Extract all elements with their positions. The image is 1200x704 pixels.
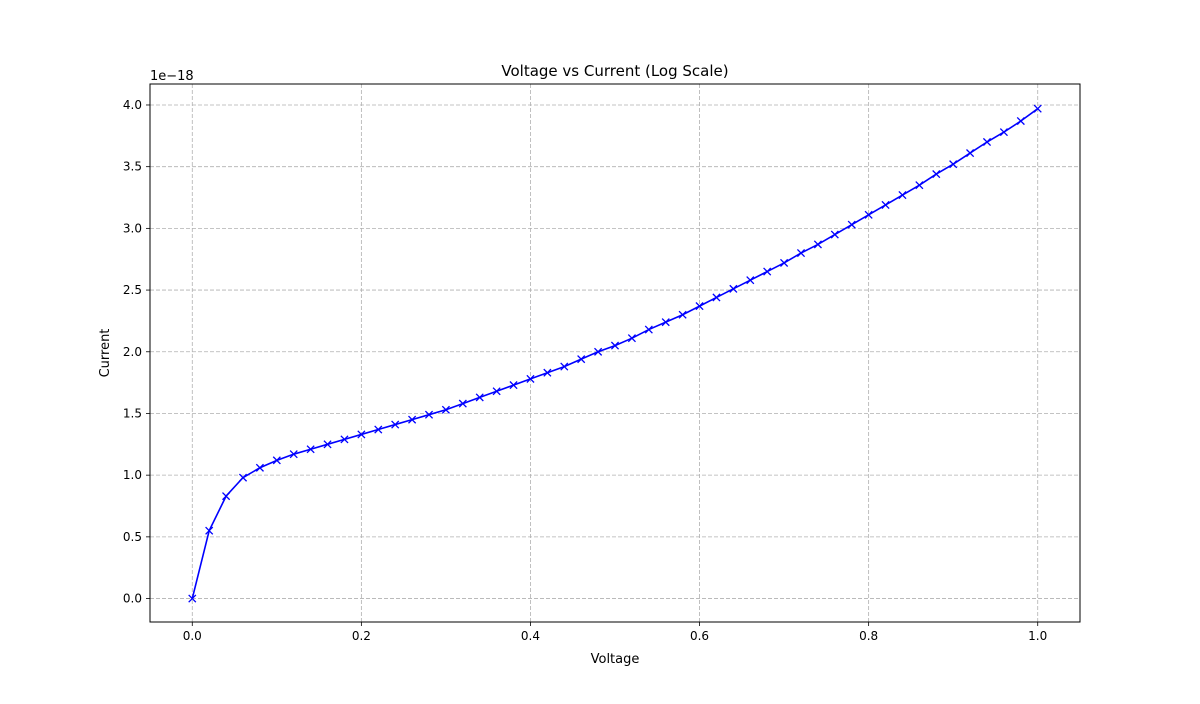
- data-point-marker: [915, 181, 924, 190]
- data-point-marker: [999, 128, 1008, 137]
- data-point-marker: [695, 302, 704, 311]
- data-point-marker: [780, 258, 789, 267]
- chart-title: Voltage vs Current (Log Scale): [501, 62, 728, 80]
- data-point-marker: [610, 341, 620, 350]
- y-tick-label: 0.0: [123, 592, 142, 606]
- y-axis: 0.0 0.5 1.0 1.5 2.0 2.5 3.0 3.5 4.0: [123, 98, 150, 606]
- data-point-marker: [526, 374, 535, 383]
- data-point-marker: [949, 160, 958, 169]
- data-point-marker: [323, 440, 332, 449]
- data-point-marker: [864, 210, 873, 219]
- y-offset-label: 1e−18: [150, 69, 194, 84]
- y-tick-label: 1.0: [123, 468, 142, 482]
- data-point-marker: [272, 456, 281, 465]
- data-point-marker: [441, 405, 450, 414]
- x-tick-label: 0.0: [183, 629, 202, 643]
- data-point-marker: [678, 310, 687, 319]
- data-point-marker: [560, 362, 569, 371]
- data-point-marker: [205, 526, 214, 535]
- data-point-marker: [374, 425, 383, 434]
- data-point-marker: [238, 473, 248, 482]
- y-tick-label: 4.0: [123, 98, 142, 112]
- data-point-marker: [255, 463, 264, 472]
- x-axis-label: Voltage: [591, 652, 640, 667]
- data-point-marker: [188, 594, 197, 603]
- data-point-marker: [982, 137, 992, 147]
- data-point-marker: [966, 149, 975, 158]
- y-axis-label: Current: [98, 329, 113, 378]
- x-axis: 0.0 0.2 0.4 0.6 0.8 1.0: [183, 622, 1047, 643]
- data-point-marker: [306, 445, 315, 454]
- data-point-marker: [932, 170, 941, 179]
- data-point-marker: [847, 220, 856, 229]
- data-point-marker: [830, 230, 839, 239]
- y-tick-label: 2.0: [123, 345, 142, 359]
- data-point-marker: [594, 347, 603, 356]
- data-point-marker: [712, 293, 721, 302]
- data-point-marker: [458, 399, 467, 408]
- x-tick-label: 0.4: [521, 629, 540, 643]
- data-point-marker: [796, 248, 806, 258]
- data-point-marker: [340, 435, 349, 444]
- y-tick-label: 3.5: [123, 160, 142, 174]
- series-layer: [188, 104, 1042, 603]
- data-point-marker: [746, 276, 755, 285]
- data-point-marker: [391, 420, 400, 429]
- data-point-marker: [408, 415, 417, 424]
- x-tick-label: 0.6: [690, 629, 709, 643]
- y-tick-label: 0.5: [123, 530, 142, 544]
- y-tick-label: 1.5: [123, 406, 142, 420]
- data-point-marker: [729, 284, 738, 293]
- data-point-marker: [357, 430, 366, 439]
- data-point-marker: [898, 190, 907, 200]
- data-point-marker: [577, 355, 586, 364]
- grid: [150, 84, 1080, 622]
- data-point-marker: [1016, 116, 1025, 126]
- data-point-marker: [289, 450, 298, 459]
- y-tick-label: 2.5: [123, 283, 142, 297]
- data-point-marker: [763, 267, 772, 276]
- data-point-marker: [881, 200, 890, 209]
- x-tick-label: 1.0: [1028, 629, 1047, 643]
- data-point-marker: [475, 393, 484, 402]
- x-tick-label: 0.2: [352, 629, 371, 643]
- data-point-marker: [222, 492, 231, 501]
- plot-frame: [149, 83, 1081, 623]
- data-point-marker: [492, 387, 501, 396]
- data-point-marker: [813, 240, 822, 249]
- data-point-marker: [509, 381, 518, 390]
- data-point-marker: [661, 318, 670, 327]
- data-point-marker: [1033, 104, 1042, 113]
- data-point-marker: [424, 410, 434, 419]
- data-point-marker: [627, 334, 636, 343]
- data-point-marker: [543, 368, 552, 377]
- x-tick-label: 0.8: [859, 629, 878, 643]
- y-tick-label: 3.0: [123, 221, 142, 235]
- data-point-marker: [644, 325, 653, 334]
